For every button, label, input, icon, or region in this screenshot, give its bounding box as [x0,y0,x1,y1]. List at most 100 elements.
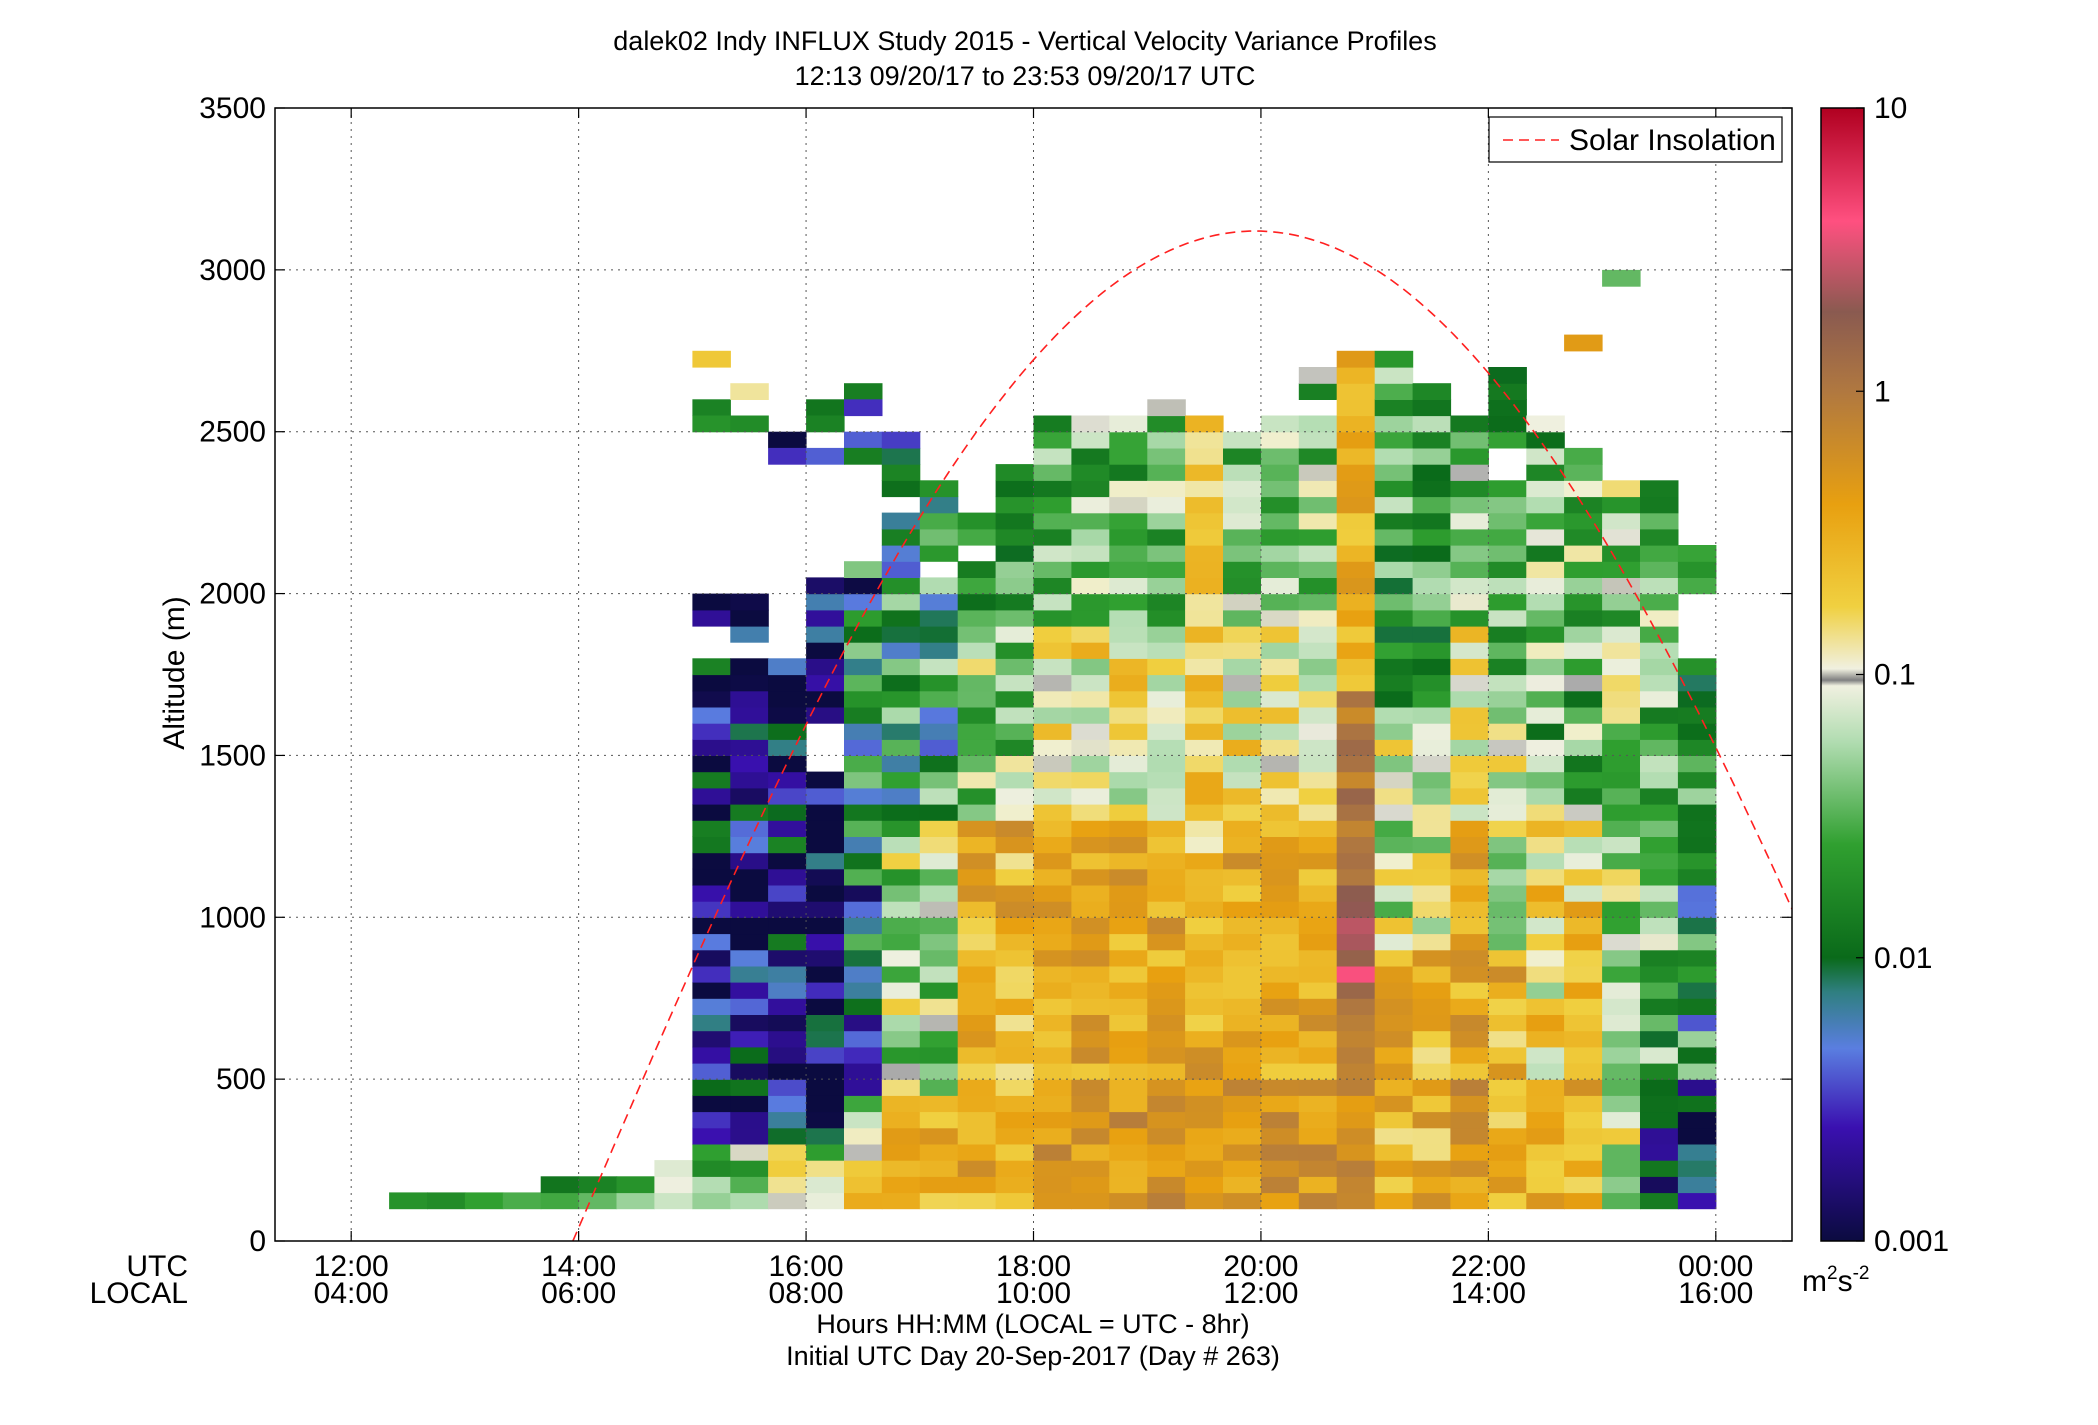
heatmap-cell [1185,1046,1224,1064]
heatmap-cell [1109,1095,1148,1113]
heatmap-cell [1185,1079,1224,1096]
heatmap-cell [1336,1176,1376,1194]
heatmap-cell [806,577,845,595]
heatmap-cell [919,1176,959,1194]
heatmap-cell [995,561,1035,578]
heatmap-cell [957,1160,997,1177]
heatmap-cell [1374,1079,1414,1096]
heatmap-cell [1450,545,1489,562]
heatmap-cell [1640,1160,1679,1177]
heatmap-cell [1374,852,1414,870]
heatmap-cell [1336,965,1376,983]
heatmap-cell [1640,528,1679,546]
heatmap-cell [881,690,921,708]
heatmap-cell [919,998,959,1015]
heatmap-cell [1071,415,1110,433]
heatmap-cell [844,739,883,756]
heatmap-cell [1526,949,1565,967]
heatmap-cell [768,674,807,692]
heatmap-cell [1488,480,1527,498]
heatmap-cell [806,642,845,659]
heatmap-cell [919,739,959,756]
heatmap-cell [768,1095,807,1113]
heatmap-cell [1261,723,1300,740]
heatmap-cell [995,949,1035,967]
heatmap-cell [1071,917,1110,935]
heatmap-cell [1185,528,1224,546]
heatmap-cell [1147,836,1186,854]
heatmap-cell [1374,723,1414,740]
heatmap-cell [1147,690,1186,708]
heatmap-cell [806,982,845,999]
heatmap-cell [1185,852,1224,870]
heatmap-cell [1488,771,1527,789]
heatmap-cell [1223,1143,1262,1161]
heatmap-cell [730,1046,769,1064]
heatmap-cell [1374,577,1414,595]
heatmap-cell [768,804,807,821]
heatmap-cell [1450,982,1489,999]
heatmap-cell [1033,1127,1072,1145]
heatmap-cell [881,901,921,918]
heatmap-cell [806,1111,845,1129]
heatmap-cell [995,1127,1035,1145]
heatmap-cell [1677,690,1717,708]
heatmap-cell [1336,1160,1376,1177]
heatmap-cell [1185,1030,1224,1048]
heatmap-cell [1526,917,1565,935]
heatmap-cell [1261,868,1300,886]
y-tick-label: 500 [216,1063,266,1096]
heatmap-cell [1261,528,1300,546]
heatmap-cell [1450,787,1489,805]
heatmap-cell [692,787,731,805]
heatmap-cell [844,917,883,935]
heatmap-cell [995,901,1035,918]
heatmap-cell [1298,1014,1338,1032]
heatmap-cell [768,755,807,773]
heatmap-cell [1488,917,1527,935]
heatmap-cell [1033,545,1072,562]
heatmap-cell [1488,1095,1527,1113]
heatmap-cell [806,674,845,692]
heatmap-cell [1071,706,1110,724]
heatmap-cell [881,1111,921,1129]
heatmap-cell [1109,998,1148,1015]
heatmap-cell [1109,496,1148,514]
heatmap-cell [1223,642,1262,659]
heatmap-cell [730,949,769,967]
heatmap-cell [768,690,807,708]
heatmap-cell [692,399,731,417]
heatmap-cell [806,917,845,935]
heatmap-cell [768,884,807,902]
heatmap-cell [881,1192,921,1210]
heatmap-cell [919,1063,959,1080]
heatmap-cell [1526,965,1565,983]
heatmap-cell [1223,868,1262,886]
heatmap-cell [881,771,921,789]
heatmap-cell [1147,1160,1186,1177]
heatmap-cell [1109,820,1148,837]
heatmap-cell [1450,739,1489,756]
heatmap-cell [1185,1143,1224,1161]
heatmap-cell [1298,528,1338,546]
heatmap-cell [881,480,921,498]
heatmap-cell [1185,642,1224,659]
y-tick-label: 2500 [199,416,266,449]
heatmap-cell [1298,674,1338,692]
heatmap-cell [1336,884,1376,902]
heatmap-cell [768,706,807,724]
heatmap-cell [692,1014,731,1032]
heatmap-cell [1412,642,1452,659]
heatmap-cell [1412,625,1452,643]
heatmap-cell [1223,917,1262,935]
heatmap-cell [1412,658,1452,676]
heatmap-cell [1526,868,1565,886]
heatmap-cell [1185,1111,1224,1129]
heatmap-cell [692,998,731,1015]
heatmap-cell [1033,609,1072,627]
heatmap-cell [957,1192,997,1210]
heatmap-cell [1147,982,1186,999]
heatmap-cell [1261,982,1300,999]
heatmap-cell [1071,965,1110,983]
heatmap-cell [1147,917,1186,935]
